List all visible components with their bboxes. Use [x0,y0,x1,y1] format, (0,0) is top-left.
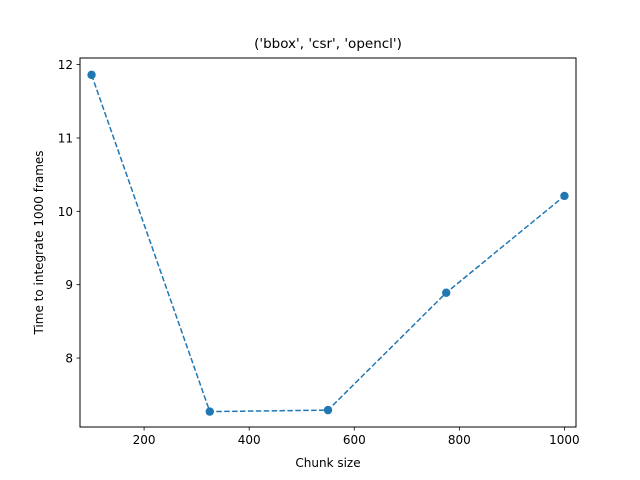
x-axis-label: Chunk size [295,456,360,470]
x-tick-label: 200 [133,433,156,447]
data-point [87,70,96,80]
y-tick-label: 8 [65,352,73,366]
plot-marks [87,70,569,416]
chart-title: ('bbox', 'csr', 'opencl') [254,36,402,52]
x-tick-label: 800 [448,433,471,447]
data-point [323,405,333,415]
data-point [205,407,214,416]
x-tick-label: 400 [238,433,261,447]
y-tick-label: 9 [65,278,73,292]
y-axis-label: Time to integrate 1000 frames [32,150,46,335]
y-tick-label: 12 [58,58,73,72]
x-tick-label: 1000 [549,433,580,447]
axes: 200 400 600 800 1000 8 9 10 11 12 [58,58,580,447]
plot-frame [79,57,577,428]
data-point [442,288,451,297]
data-point [560,191,569,201]
x-tick-label: 600 [343,433,366,447]
plot-area [80,58,576,427]
y-tick-label: 10 [58,205,73,219]
y-tick-label: 11 [58,131,73,145]
